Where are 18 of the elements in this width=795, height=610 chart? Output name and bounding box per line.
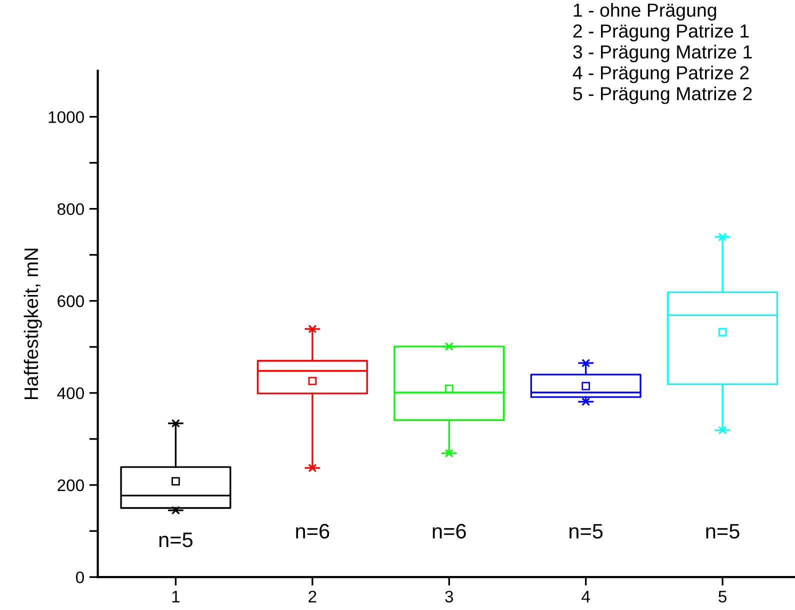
- y-tick-label: 400: [57, 387, 84, 400]
- y-tick-label: 200: [58, 479, 84, 492]
- x-tick-label: 5: [718, 590, 726, 602]
- annotation: n=5: [159, 532, 193, 548]
- annotation: 1 - ohne Prägung 2 - Prägung Patrize 1 3 - Prägung Matrize 1 4 - Prägung Patrize 2 5 - Prägung Matrize 2: [572, 3, 752, 104]
- y-axis-title: Haftfestigkeit, mN: [24, 248, 42, 400]
- annotation: n=6: [432, 524, 466, 539]
- annotation: n=6: [296, 524, 330, 539]
- y-tick-label: 0: [76, 571, 84, 584]
- y-tick-label: 1000: [48, 111, 84, 123]
- annotation: n=5: [570, 524, 603, 539]
- x-tick-label: 4: [582, 590, 590, 602]
- x-tick-label: 3: [445, 590, 454, 602]
- x-tick-label: 2: [308, 590, 316, 602]
- y-tick-label: 600: [58, 295, 84, 308]
- y-tick-label: 800: [58, 203, 84, 216]
- annotation: n=5: [706, 524, 740, 539]
- x-tick-label: 1: [172, 590, 180, 602]
